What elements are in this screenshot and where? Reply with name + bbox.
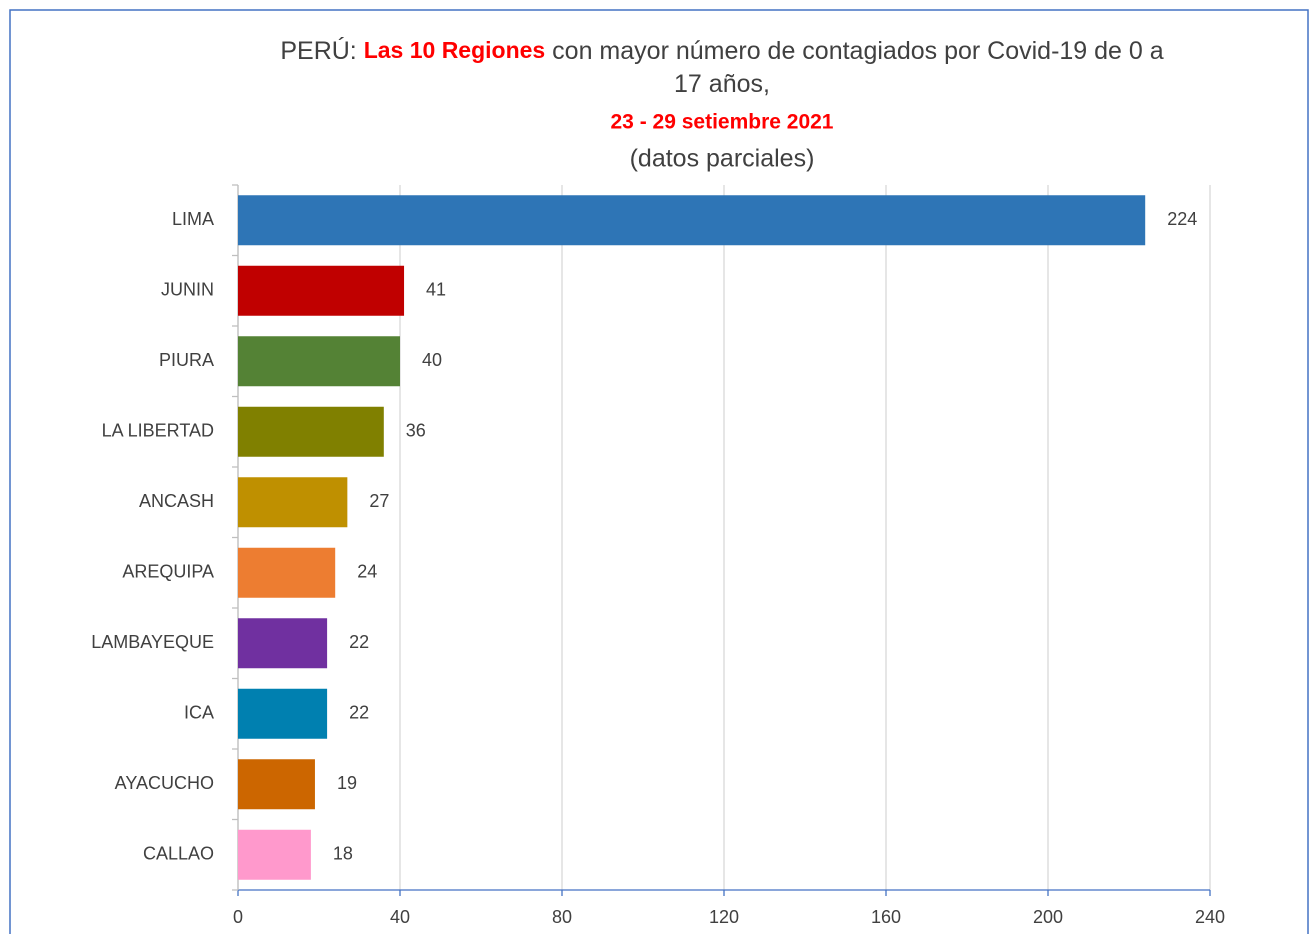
title-part: 17 años, bbox=[674, 70, 770, 98]
chart-title: PERÚ: Las 10 Regiones con mayor número d… bbox=[280, 36, 1163, 65]
y-tick-label: JUNIN bbox=[161, 280, 214, 300]
y-tick-label: AYACUCHO bbox=[115, 773, 214, 793]
data-label: 22 bbox=[349, 703, 369, 723]
x-tick-label: 40 bbox=[390, 907, 410, 927]
y-tick-label: LA LIBERTAD bbox=[102, 421, 214, 441]
bar bbox=[238, 477, 348, 528]
chart-frame bbox=[9, 9, 1309, 934]
chart-subtitle: 23 - 29 setiembre 2021 bbox=[611, 111, 834, 134]
title-part: con mayor número de contagiados por Covi… bbox=[545, 37, 1164, 65]
bar bbox=[238, 618, 328, 669]
data-label: 40 bbox=[422, 350, 442, 370]
data-label: 41 bbox=[426, 280, 446, 300]
x-tick-label: 240 bbox=[1195, 907, 1225, 927]
data-label: 27 bbox=[369, 491, 389, 511]
bar bbox=[238, 195, 1146, 246]
title-part: Las 10 Regiones bbox=[364, 37, 546, 63]
x-tick-label: 80 bbox=[552, 907, 572, 927]
data-label: 19 bbox=[337, 773, 357, 793]
y-tick-label: LIMA bbox=[172, 209, 214, 229]
y-tick-label: ICA bbox=[184, 703, 214, 723]
y-tick-label: AREQUIPA bbox=[122, 562, 214, 582]
bar bbox=[238, 829, 311, 880]
y-tick-label: LAMBAYEQUE bbox=[91, 632, 214, 652]
bar bbox=[238, 759, 315, 810]
x-tick-label: 200 bbox=[1033, 907, 1063, 927]
bar bbox=[238, 547, 336, 598]
chart-title: 17 años, bbox=[674, 70, 770, 98]
data-label: 24 bbox=[357, 562, 377, 582]
bar bbox=[238, 336, 400, 387]
title-part: PERÚ: bbox=[280, 36, 363, 65]
data-label: 224 bbox=[1167, 209, 1197, 229]
y-tick-label: ANCASH bbox=[139, 491, 214, 511]
y-tick-label: CALLAO bbox=[143, 844, 214, 864]
data-label: 18 bbox=[333, 844, 353, 864]
data-label: 36 bbox=[406, 421, 426, 441]
x-tick-label: 0 bbox=[233, 907, 243, 927]
data-label: 22 bbox=[349, 632, 369, 652]
x-tick-label: 160 bbox=[871, 907, 901, 927]
x-tick-label: 120 bbox=[709, 907, 739, 927]
bar bbox=[238, 688, 328, 739]
chart-note: (datos parciales) bbox=[630, 145, 815, 173]
bar bbox=[238, 406, 384, 457]
y-tick-label: PIURA bbox=[159, 350, 214, 370]
bar bbox=[238, 265, 405, 316]
